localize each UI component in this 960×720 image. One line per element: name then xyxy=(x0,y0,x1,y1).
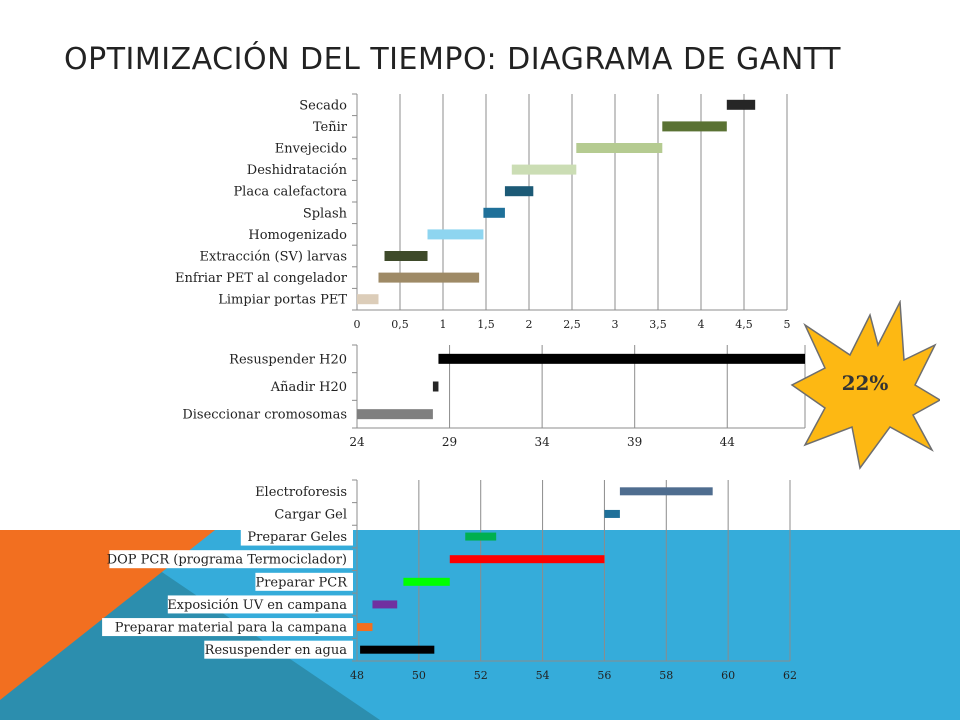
task-label: Limpiar portas PET xyxy=(218,293,347,308)
task-label: Diseccionar cromosomas xyxy=(182,408,347,423)
task-label-background xyxy=(204,640,353,659)
x-tick-label: 58 xyxy=(659,669,673,682)
task-label-background xyxy=(240,527,353,546)
task-bar xyxy=(619,487,713,496)
task-label: Teñir xyxy=(313,120,348,135)
task-label-background xyxy=(102,618,353,637)
task-label: Enfriar PET al congelador xyxy=(175,271,348,286)
x-tick-label: 56 xyxy=(597,669,611,682)
task-label-background xyxy=(240,482,353,501)
task-bar xyxy=(357,294,379,305)
x-tick-label: 60 xyxy=(721,669,735,682)
task-label: Cargar Gel xyxy=(274,507,347,522)
x-tick-label: 34 xyxy=(534,435,550,449)
x-tick-label: 29 xyxy=(442,435,457,449)
x-tick-label: 50 xyxy=(412,669,426,682)
task-label: Resuspender H20 xyxy=(229,352,347,367)
task-bar xyxy=(432,381,439,392)
task-label-background xyxy=(255,572,353,591)
task-label: Homogenizado xyxy=(248,228,347,243)
badge-percentage: 22% xyxy=(842,371,889,395)
task-label: Envejecido xyxy=(275,142,347,157)
task-bar xyxy=(427,229,484,240)
task-bar xyxy=(483,207,505,218)
task-bar xyxy=(403,577,450,586)
x-tick-label: 0,5 xyxy=(391,318,409,331)
task-label: DOP PCR (programa Termociclador) xyxy=(107,553,347,568)
task-bar xyxy=(384,251,428,261)
task-bar xyxy=(360,645,435,654)
task-label: Placa calefactora xyxy=(233,185,347,200)
task-label: Añadir H20 xyxy=(270,380,347,395)
task-label-background xyxy=(270,504,353,523)
task-bar xyxy=(378,272,480,283)
task-label: Resuspender en agua xyxy=(205,643,348,658)
task-bar xyxy=(511,164,577,175)
x-tick-label: 39 xyxy=(627,435,642,449)
task-bar xyxy=(357,409,433,420)
badge-starburst-shape xyxy=(790,300,940,470)
x-tick-label: 3 xyxy=(612,318,619,331)
task-label: Preparar material para la campana xyxy=(115,621,347,636)
task-label: Preparar PCR xyxy=(255,575,348,590)
task-label-background xyxy=(167,595,353,614)
task-label: Secado xyxy=(299,98,347,113)
x-tick-label: 48 xyxy=(350,669,364,682)
x-tick-label: 0 xyxy=(354,318,361,331)
x-tick-label: 24 xyxy=(349,435,365,449)
task-bar xyxy=(372,600,398,609)
task-bar xyxy=(726,99,756,110)
task-bar xyxy=(449,555,605,564)
x-tick-label: 54 xyxy=(536,669,550,682)
task-label: Preparar Geles xyxy=(247,530,347,545)
task-bar xyxy=(357,623,373,632)
x-tick-label: 4 xyxy=(698,318,705,331)
x-tick-label: 5 xyxy=(784,318,791,331)
x-tick-label: 44 xyxy=(720,435,736,449)
task-label-background xyxy=(109,550,354,569)
starburst-icon: 22% xyxy=(790,300,940,470)
x-tick-label: 1 xyxy=(440,318,447,331)
x-tick-label: 52 xyxy=(474,669,488,682)
task-bar xyxy=(465,532,497,541)
slide-title: OPTIMIZACIÓN DEL TIEMPO: DIAGRAMA DE GAN… xyxy=(64,42,841,77)
task-bar xyxy=(504,186,534,197)
task-label: Electroforesis xyxy=(255,485,347,500)
x-tick-label: 1,5 xyxy=(477,318,495,331)
x-tick-label: 4,5 xyxy=(735,318,753,331)
x-tick-label: 2,5 xyxy=(563,318,581,331)
x-tick-label: 62 xyxy=(783,669,797,682)
background-orange-triangle xyxy=(0,530,215,700)
task-label: Extracción (SV) larvas xyxy=(199,250,347,265)
task-bar xyxy=(576,143,663,153)
x-tick-label: 3,5 xyxy=(649,318,667,331)
task-label: Exposición UV en campana xyxy=(167,598,347,613)
task-label: Splash xyxy=(303,206,348,221)
task-label: Deshidratación xyxy=(247,163,348,178)
x-tick-label: 2 xyxy=(526,318,533,331)
task-bar xyxy=(662,121,727,132)
task-bar xyxy=(438,353,805,364)
task-bar xyxy=(604,509,620,518)
